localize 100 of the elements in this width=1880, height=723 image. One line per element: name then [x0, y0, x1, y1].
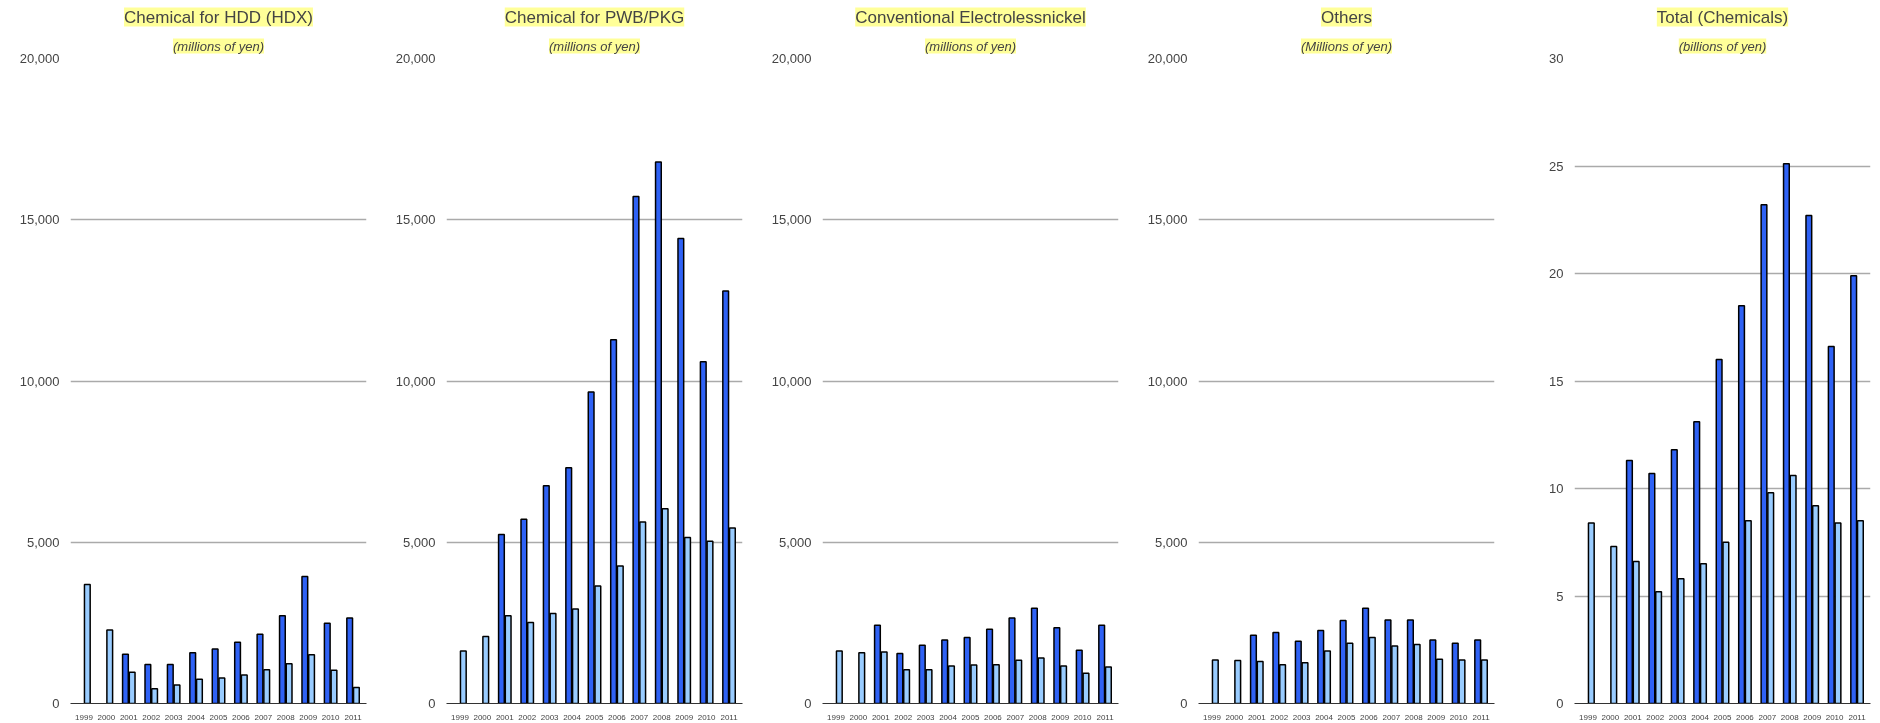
y-tick-label: 10 [1549, 481, 1564, 496]
y-tick-label: 5,000 [26, 534, 60, 550]
x-tick-label: 2000 [1601, 712, 1620, 722]
chart-subtitle: (millions of yen) [924, 38, 1017, 54]
x-tick-label: 2004 [939, 712, 958, 722]
x-tick-label: 1999 [1203, 712, 1222, 722]
bar [459, 650, 467, 704]
x-tick-label: 2003 [916, 712, 936, 722]
x-tick-label: 2000 [473, 712, 492, 722]
chart-title: Chemical for PWB/PKG [504, 7, 685, 27]
y-tick-label: 5,000 [778, 534, 812, 550]
bar [1587, 522, 1595, 704]
y-tick-label: 0 [804, 696, 812, 711]
y-tick-label: 10,000 [771, 373, 812, 389]
y-tick-label: 20,000 [395, 51, 436, 66]
x-tick-label: 2011 [1472, 712, 1491, 722]
x-tick-label: 1999 [1579, 712, 1598, 722]
y-tick-label: 15,000 [771, 212, 812, 228]
x-tick-label: 2008 [1780, 712, 1800, 722]
x-tick-label: 2011 [344, 712, 363, 722]
y-tick-label: 0 [1556, 696, 1564, 711]
x-tick-label: 1999 [827, 712, 846, 722]
chart-title: Conventional Electrolessnickel [855, 7, 1086, 27]
x-tick-label: 2010 [1073, 712, 1093, 722]
x-tick-label: 2009 [675, 712, 694, 722]
chart-title: Total (Chemicals) [1656, 7, 1789, 27]
x-tick-label: 2004 [1315, 712, 1334, 722]
y-tick-label: 30 [1549, 51, 1564, 66]
x-tick-label: 2007 [1006, 712, 1025, 722]
y-tick-label: 20,000 [1147, 51, 1188, 66]
x-tick-label: 2003 [164, 712, 184, 722]
y-tick-label: 10,000 [19, 373, 60, 389]
x-tick-label: 2011 [1096, 712, 1115, 722]
y-tick-label: 0 [1180, 696, 1188, 711]
x-tick-label: 2008 [652, 712, 672, 722]
bar [1234, 659, 1242, 704]
x-tick-label: 2000 [849, 712, 868, 722]
x-tick-label: 2001 [495, 712, 515, 722]
x-tick-label: 1999 [451, 712, 470, 722]
x-tick-label: 2003 [540, 712, 560, 722]
x-tick-label: 2010 [697, 712, 717, 722]
x-tick-label: 2011 [720, 712, 739, 722]
y-tick-label: 5,000 [1154, 534, 1188, 550]
x-tick-label: 2008 [276, 712, 296, 722]
x-tick-label: 2007 [630, 712, 649, 722]
y-tick-label: 20,000 [771, 51, 812, 66]
x-tick-label: 2009 [1427, 712, 1446, 722]
bar [1211, 659, 1219, 704]
bar [835, 650, 843, 704]
bar [83, 583, 91, 704]
x-tick-label: 2005 [961, 712, 980, 722]
y-tick-label: 20 [1549, 266, 1564, 281]
x-tick-label: 2010 [1825, 712, 1845, 722]
x-tick-label: 2001 [1623, 712, 1643, 722]
x-tick-label: 2001 [871, 712, 891, 722]
x-tick-label: 2007 [1382, 712, 1401, 722]
x-tick-label: 2006 [1736, 712, 1755, 722]
x-tick-label: 2010 [321, 712, 341, 722]
x-tick-label: 2007 [1758, 712, 1777, 722]
x-tick-label: 2004 [1691, 712, 1710, 722]
y-tick-label: 15,000 [395, 212, 436, 228]
x-tick-label: 2006 [984, 712, 1003, 722]
chart-subtitle: (millions of yen) [172, 38, 265, 54]
y-tick-label: 10,000 [395, 373, 436, 389]
x-tick-label: 2007 [254, 712, 273, 722]
chart-subtitle: (millions of yen) [548, 38, 641, 54]
chart-subtitle: (billions of yen) [1678, 38, 1767, 54]
bar [106, 629, 114, 704]
x-tick-label: 2002 [142, 712, 161, 722]
x-tick-label: 2004 [563, 712, 582, 722]
y-tick-label: 20,000 [19, 51, 60, 66]
x-tick-label: 2006 [1360, 712, 1379, 722]
x-tick-label: 2005 [1713, 712, 1732, 722]
y-tick-label: 15,000 [19, 212, 60, 228]
bar [858, 652, 866, 704]
x-tick-label: 2005 [1337, 712, 1356, 722]
x-tick-label: 2009 [299, 712, 318, 722]
x-tick-label: 2002 [518, 712, 537, 722]
y-tick-label: 15,000 [1147, 212, 1188, 228]
y-tick-label: 5,000 [402, 534, 436, 550]
x-tick-label: 2008 [1028, 712, 1048, 722]
y-tick-label: 15 [1549, 373, 1564, 389]
x-tick-label: 2001 [119, 712, 139, 722]
x-tick-label: 2003 [1668, 712, 1688, 722]
x-tick-label: 2002 [1270, 712, 1289, 722]
y-tick-label: 25 [1549, 158, 1564, 174]
y-tick-label: 0 [52, 696, 60, 711]
x-tick-label: 2008 [1404, 712, 1424, 722]
x-tick-label: 2006 [608, 712, 627, 722]
y-tick-label: 10,000 [1147, 373, 1188, 389]
x-tick-label: 2005 [209, 712, 228, 722]
x-tick-label: 2004 [187, 712, 206, 722]
x-tick-label: 2003 [1292, 712, 1312, 722]
chart-subtitle: (Millions of yen) [1300, 38, 1393, 54]
y-tick-label: 5 [1556, 588, 1564, 604]
y-tick-label: 0 [428, 696, 436, 711]
x-tick-label: 2001 [1247, 712, 1267, 722]
x-tick-label: 2002 [894, 712, 913, 722]
x-tick-label: 2011 [1848, 712, 1867, 722]
chart-title: Others [1320, 7, 1373, 27]
